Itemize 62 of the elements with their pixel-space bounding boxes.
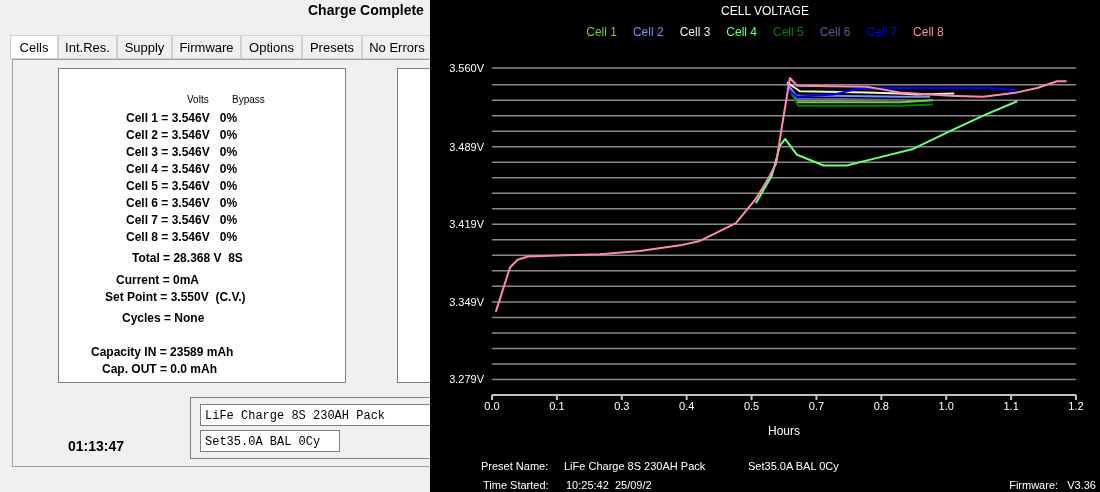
line-series bbox=[785, 86, 1019, 98]
text: Capacity IN = 23589 mAh bbox=[91, 345, 234, 359]
x-tick-label: 0.3 bbox=[614, 399, 630, 412]
line-series bbox=[754, 100, 1019, 205]
text: LiFe Charge 8S 230AH Pack bbox=[200, 404, 440, 426]
text: Cycles = None bbox=[122, 311, 205, 325]
text: Cell 3 = 3.546V 0% bbox=[126, 145, 238, 159]
text: Presets bbox=[302, 35, 362, 59]
x-tick-label: 1.1 bbox=[1003, 399, 1019, 412]
text: Cell 6 = 3.546V 0% bbox=[126, 196, 238, 210]
text: Volts bbox=[187, 94, 209, 105]
text: Cell 1 = 3.546V 0% bbox=[126, 111, 238, 125]
x-tick-label: 0.0 bbox=[484, 399, 500, 412]
text: Charge Complete bbox=[308, 2, 424, 18]
x-tick-label: 0.4 bbox=[679, 399, 695, 412]
text: Total = 28.368 V 8S bbox=[132, 251, 243, 265]
text: Time Started: bbox=[483, 479, 549, 491]
text: Cell 4 = 3.546V 0% bbox=[126, 162, 238, 176]
text: No Errors bbox=[362, 35, 432, 59]
text: 01:13:47 bbox=[68, 438, 125, 454]
text: Set35.0A BAL 0Cy bbox=[200, 430, 340, 452]
x-tick-label: 1.2 bbox=[1068, 399, 1084, 412]
text: Cell 8 bbox=[913, 25, 944, 39]
line-series bbox=[494, 76, 1068, 313]
y-tick-label: 3.279V bbox=[449, 373, 485, 386]
x-tick-label: 1.0 bbox=[938, 399, 954, 412]
text: Cell 2 = 3.546V 0% bbox=[126, 128, 238, 142]
y-tick-label: 3.419V bbox=[449, 218, 485, 231]
y-tick-label: 3.349V bbox=[449, 295, 485, 308]
text: Bypass bbox=[232, 94, 265, 105]
text: Cell 2 bbox=[632, 25, 664, 39]
text: Cell 7 = 3.546V 0% bbox=[126, 213, 238, 227]
text: Set35.0A BAL 0Cy bbox=[748, 460, 839, 472]
text: Preset Name: bbox=[481, 460, 549, 472]
text: Cells bbox=[10, 35, 58, 59]
y-tick-label: 3.489V bbox=[449, 140, 485, 153]
text: Set Point = 3.550V (C.V.) bbox=[105, 290, 246, 304]
text: Cap. OUT = 0.0 mAh bbox=[102, 362, 218, 376]
text: Cell 8 = 3.546V 0% bbox=[126, 230, 238, 244]
text: Supply bbox=[117, 35, 172, 59]
text: Firmware: V3.36 bbox=[1009, 479, 1096, 491]
text: Cell 5 = 3.546V 0% bbox=[126, 179, 238, 193]
text: Int.Res. bbox=[58, 35, 117, 59]
text: Cell 7 bbox=[866, 25, 898, 39]
text: Cell 1 bbox=[586, 25, 617, 39]
text: LiFe Charge 8S 230AH Pack bbox=[564, 460, 706, 472]
x-axis-title: Hours bbox=[767, 424, 801, 438]
text: Cell 6 bbox=[819, 25, 851, 39]
line-series bbox=[786, 81, 956, 96]
text: Cell 4 bbox=[726, 25, 757, 39]
text: Options bbox=[241, 35, 302, 59]
x-tick-label: 0.1 bbox=[549, 399, 565, 412]
x-tick-label: 0.5 bbox=[743, 399, 760, 412]
chart-title: CELL VOLTAGE bbox=[720, 4, 810, 18]
x-tick-label: 0.7 bbox=[808, 399, 825, 412]
text: Firmware bbox=[172, 35, 241, 59]
text: Current = 0mA bbox=[116, 273, 200, 287]
text: Cell 5 bbox=[773, 25, 804, 39]
text: Cell 3 bbox=[679, 25, 711, 39]
x-tick-label: 0.8 bbox=[873, 399, 889, 412]
y-tick-label: 3.560V bbox=[449, 61, 485, 74]
text: 10:25:42 25/09/2 bbox=[566, 479, 652, 491]
